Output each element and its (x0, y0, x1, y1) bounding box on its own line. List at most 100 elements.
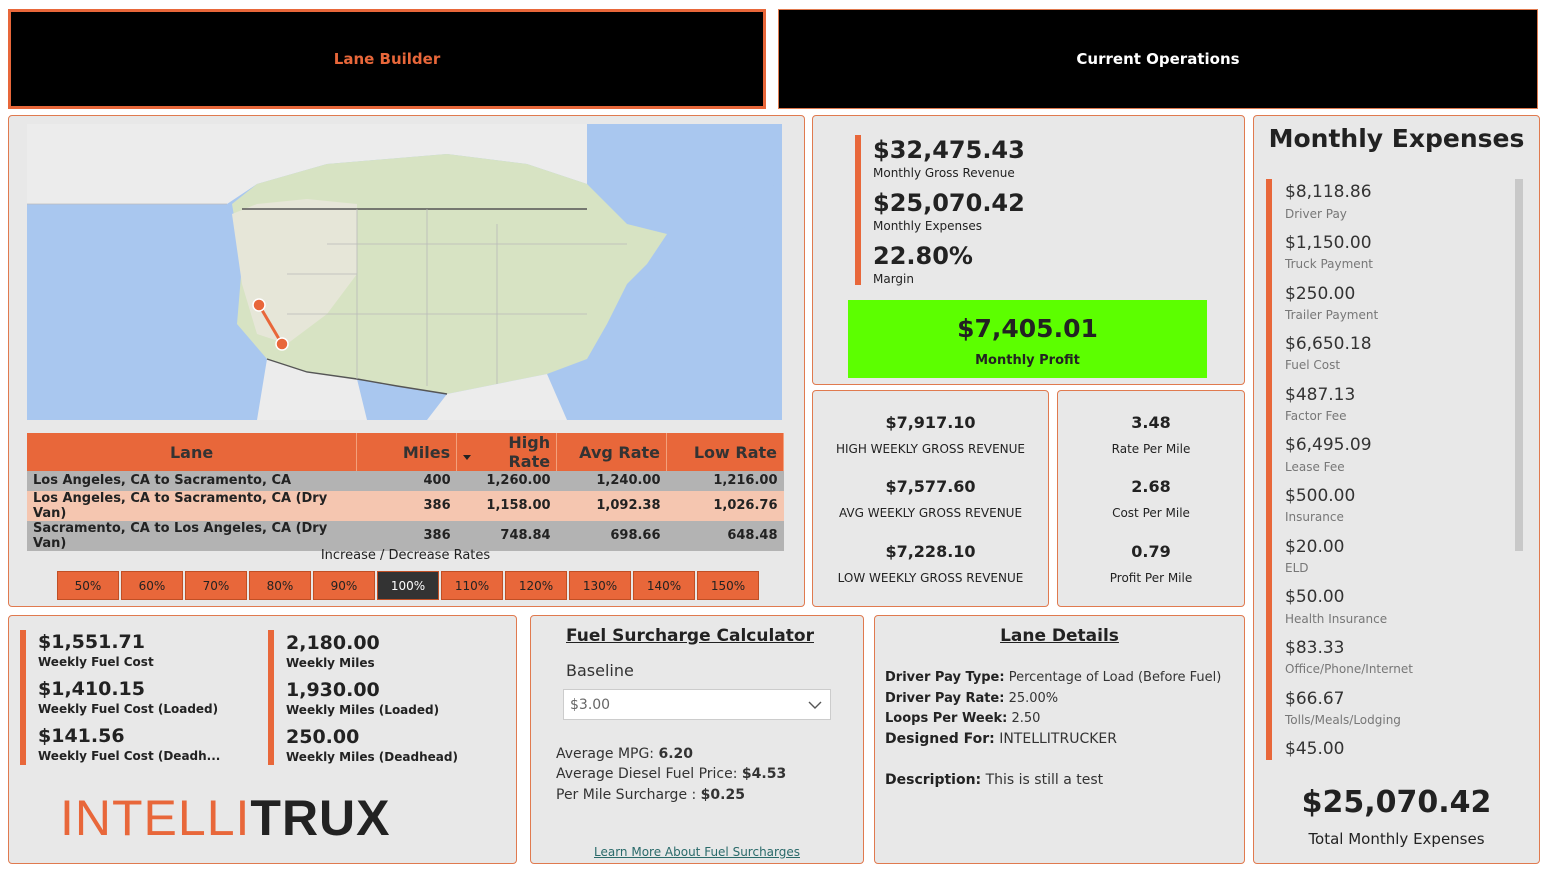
avg-mpg-line: Average MPG: 6.20 (556, 746, 693, 762)
expense-label: Lease Fee (1285, 460, 1345, 474)
expense-value: $20.00 (1285, 537, 1345, 557)
expense-label: Trailer Payment (1285, 308, 1379, 322)
current-operations-tab[interactable]: Current Operations (778, 9, 1538, 109)
expense-label: Fuel Cost (1285, 358, 1341, 372)
high-weekly-label: HIGH WEEKLY GROSS REVENUE (835, 442, 1026, 456)
margin-value: 22.80% (873, 242, 973, 270)
rate-140-button[interactable]: 140% (633, 571, 695, 600)
table-row[interactable]: Sacramento, CA to Los Angeles, CA (Dry V… (27, 520, 784, 551)
rate-130-button[interactable]: 130% (569, 571, 631, 600)
loaded-fuel-cost-label: Weekly Fuel Cost (Loaded) (38, 702, 219, 716)
expense-label: Driver Pay (1285, 207, 1347, 221)
expense-value: $8,118.86 (1285, 182, 1372, 202)
baseline-label: Baseline (566, 661, 634, 680)
low-weekly-label: LOW WEEKLY GROSS REVENUE (837, 571, 1024, 585)
expense-value: $487.13 (1285, 385, 1356, 405)
cell-avg: 1,092.38 (556, 490, 667, 521)
per-mile-surcharge-label: Per Mile Surcharge : (556, 787, 697, 803)
rate-60-button[interactable]: 60% (121, 571, 183, 600)
cell-miles: 400 (356, 471, 457, 491)
weekly-fuel-panel (8, 615, 517, 864)
summary-accent-bar (855, 135, 861, 285)
cell-low: 1,026.76 (666, 490, 784, 521)
expenses-scrollbar[interactable] (1515, 179, 1523, 551)
weekly-fuel-cost-value: $1,551.71 (38, 631, 145, 653)
per-mile-surcharge-value: $0.25 (700, 787, 745, 803)
lane-destination-marker (275, 337, 289, 351)
lane-table: Lane Miles High Rate Avg Rate Low Rate L… (27, 433, 784, 551)
loaded-fuel-cost-value: $1,410.15 (38, 678, 145, 700)
cell-lane: Sacramento, CA to Los Angeles, CA (Dry V… (27, 520, 357, 551)
table-row[interactable]: Los Angeles, CA to Sacramento, CA (Dry V… (27, 490, 784, 521)
rate-90-button[interactable]: 90% (313, 571, 375, 600)
description-line: Description: This is still a test (885, 772, 1103, 788)
low-weekly-value: $7,228.10 (885, 542, 976, 561)
total-expenses-label: Total Monthly Expenses (1308, 830, 1485, 848)
cell-avg: 698.66 (556, 520, 667, 551)
cell-miles: 386 (356, 520, 457, 551)
fuel-cost-accent-bar (20, 630, 26, 765)
description-label: Description: (885, 772, 982, 788)
high-weekly-value: $7,917.10 (885, 413, 976, 432)
gross-revenue-value: $32,475.43 (873, 136, 1025, 164)
driver-pay-rate-value: 25.00% (1008, 691, 1059, 706)
expense-value: $6,650.18 (1285, 334, 1372, 354)
avg-mpg-value: 6.20 (658, 746, 694, 762)
rate-110-button[interactable]: 110% (441, 571, 503, 600)
monthly-profit-card (848, 300, 1207, 378)
col-lane[interactable]: Lane (27, 433, 358, 471)
baseline-select[interactable]: $3.00 (563, 689, 831, 720)
fuel-surcharge-panel (530, 615, 864, 864)
rate-100-button[interactable]: 100% (377, 571, 439, 600)
expense-label: ELD (1285, 561, 1309, 575)
rates-title: Increase / Decrease Rates (320, 548, 491, 563)
cell-lane: Los Angeles, CA to Sacramento, CA (27, 471, 357, 491)
col-low-rate[interactable]: Low Rate (666, 433, 784, 471)
rate-150-button[interactable]: 150% (697, 571, 759, 600)
map-graphic (27, 124, 782, 420)
col-miles[interactable]: Miles (356, 433, 458, 471)
weekly-revenue-panel (812, 390, 1049, 607)
expense-label: Tolls/Meals/Lodging (1285, 713, 1401, 727)
lane-map[interactable] (27, 124, 782, 420)
monthly-expenses-label: Monthly Expenses (873, 219, 983, 233)
chevron-down-icon (808, 701, 822, 709)
total-expenses-value: $25,070.42 (1301, 785, 1492, 820)
avg-weekly-value: $7,577.60 (885, 477, 976, 496)
expenses-accent-bar (1266, 179, 1272, 760)
deadhead-miles-value: 250.00 (286, 726, 360, 748)
rate-120-button[interactable]: 120% (505, 571, 567, 600)
diesel-price-value: $4.53 (741, 766, 787, 782)
fuel-surcharge-title: Fuel Surcharge Calculator (566, 626, 814, 646)
diesel-price-label: Average Diesel Fuel Price: (556, 766, 738, 782)
driver-pay-rate-line: Driver Pay Rate: 25.00% (885, 691, 1058, 706)
baseline-selected-value: $3.00 (570, 697, 611, 713)
per-mile-surcharge-line: Per Mile Surcharge : $0.25 (556, 787, 745, 803)
expense-value: $83.33 (1285, 638, 1345, 658)
deadhead-fuel-cost-label: Weekly Fuel Cost (Deadh... (38, 749, 221, 763)
rate-50-button[interactable]: 50% (57, 571, 119, 600)
description-value: This is still a test (985, 772, 1104, 788)
rate-80-button[interactable]: 80% (249, 571, 311, 600)
table-row[interactable]: Los Angeles, CA to Sacramento, CA 400 1,… (27, 471, 784, 491)
col-avg-rate[interactable]: Avg Rate (556, 433, 668, 471)
col-high-rate[interactable]: High Rate (456, 433, 558, 471)
monthly-expenses-panel (1253, 115, 1540, 864)
expense-value: $1,150.00 (1285, 233, 1372, 253)
cell-low: 1,216.00 (666, 471, 784, 491)
cell-high: 1,260.00 (456, 471, 557, 491)
cell-high: 748.84 (456, 520, 557, 551)
loops-per-week-line: Loops Per Week: 2.50 (885, 711, 1040, 726)
lane-builder-tab[interactable]: Lane Builder (8, 9, 766, 109)
profit-per-mile-value: 0.79 (1131, 542, 1171, 561)
miles-accent-bar (268, 630, 274, 765)
profit-per-mile-label: Profit Per Mile (1109, 571, 1193, 585)
avg-mpg-label: Average MPG: (556, 746, 655, 762)
rate-70-button[interactable]: 70% (185, 571, 247, 600)
rate-per-mile-label: Rate Per Mile (1111, 442, 1191, 456)
learn-more-link[interactable]: Learn More About Fuel Surcharges (593, 845, 800, 859)
expense-label: Health Insurance (1285, 612, 1388, 626)
cell-high: 1,158.00 (456, 490, 557, 521)
cell-lane: Los Angeles, CA to Sacramento, CA (Dry V… (27, 490, 357, 521)
expense-label: Factor Fee (1285, 409, 1347, 423)
